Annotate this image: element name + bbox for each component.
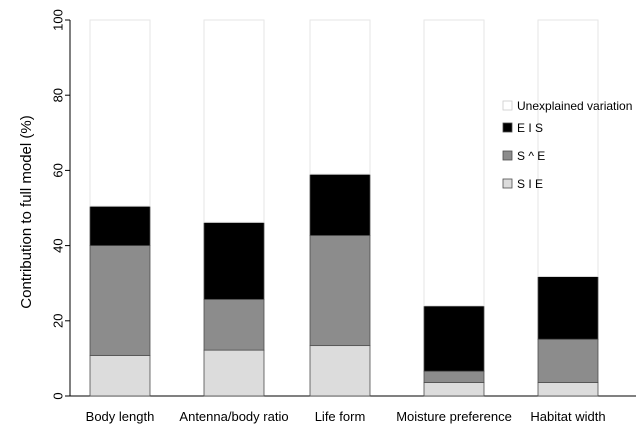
x-tick-label: Body length	[86, 409, 155, 424]
bar-segment	[309, 19, 371, 175]
bar-segment	[309, 345, 371, 397]
bar-segment	[537, 338, 599, 383]
y-tick-label: 100	[51, 9, 66, 31]
legend-label: S ^ E	[517, 149, 545, 163]
bar-segment	[423, 370, 485, 383]
x-tick-label: Life form	[315, 409, 366, 424]
legend-label: S I E	[517, 177, 543, 191]
x-tick-label: Habitat width	[530, 409, 605, 424]
y-ticks: 0 20 40 60 80 100	[51, 9, 70, 400]
bar-segment	[89, 245, 151, 356]
x-tick-label: Antenna/body ratio	[179, 409, 288, 424]
bar-segment	[203, 298, 265, 351]
y-tick-label: 40	[51, 238, 66, 252]
legend-swatch	[502, 122, 513, 133]
bar-segment	[537, 19, 599, 277]
legend: Unexplained variation E I S S ^ E S I E	[502, 99, 632, 191]
bar-segment	[203, 19, 265, 223]
x-tick-label: Moisture preference	[396, 409, 512, 424]
y-tick-label: 60	[51, 163, 66, 177]
bar-segment	[203, 349, 265, 397]
y-tick-label: 80	[51, 88, 66, 102]
legend-label: E I S	[517, 121, 543, 135]
legend-swatch	[502, 150, 513, 161]
y-axis-title: Contribution to full model (%)	[18, 115, 35, 308]
bar-segment	[537, 276, 599, 340]
bar-segment	[89, 19, 151, 207]
legend-swatch	[502, 100, 513, 111]
y-tick-label: 0	[51, 392, 66, 399]
bar-segment	[89, 354, 151, 397]
bar-segment	[203, 221, 265, 300]
legend-label: Unexplained variation	[517, 99, 632, 113]
x-tick-labels: Body length Antenna/body ratio Life form Mo…	[86, 409, 606, 424]
bar-segment	[537, 382, 599, 397]
bar-segment	[89, 205, 151, 246]
bar-segment	[309, 235, 371, 347]
bar-segment	[423, 19, 485, 307]
y-tick-label: 20	[51, 314, 66, 328]
legend-swatch	[502, 178, 513, 189]
bars	[89, 19, 599, 397]
bar-segment	[423, 305, 485, 372]
bar-segment	[423, 382, 485, 397]
bar-segment	[309, 173, 371, 236]
